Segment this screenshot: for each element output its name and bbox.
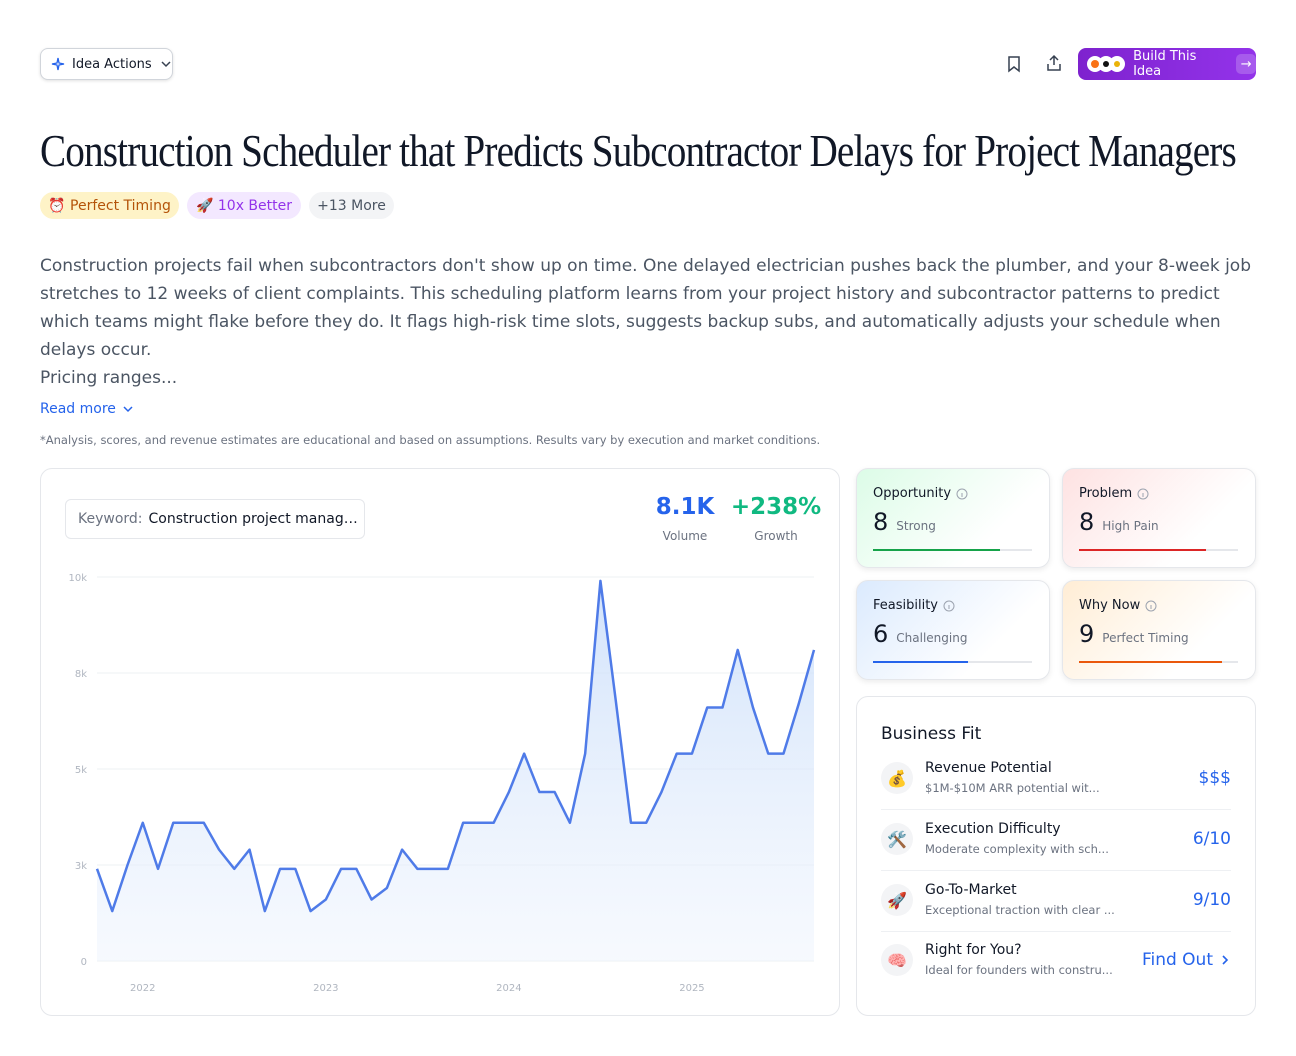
score-value: 8 (873, 508, 889, 536)
score-verdict: Strong (896, 519, 936, 533)
info-icon (956, 488, 968, 499)
stat-label: Volume (662, 529, 708, 543)
tag[interactable]: 🚀 10x Better (187, 192, 301, 219)
score-bar (1079, 661, 1223, 663)
x-tick-label: 2023 (313, 983, 338, 994)
score-card[interactable]: Feasibility 6 Challenging (856, 580, 1050, 680)
trend-chart: 0 3k 5k 8k 10k 2022 2023 2024 2025 (68, 573, 816, 994)
section-title: Business Fit (881, 724, 982, 744)
fit-title: Go-To-Market (925, 882, 1017, 898)
x-tick-label: 2025 (679, 983, 704, 994)
logo-stack (1087, 56, 1125, 72)
fit-title: Right for You? (925, 942, 1022, 958)
fit-icon: 🧠 (881, 944, 913, 976)
y-tick-label: 5k (75, 765, 87, 776)
pricing: Pricing ranges... (40, 368, 178, 388)
fit-icon: 🛠️ (881, 823, 913, 855)
disclaimer: *Analysis, scores, and revenue estimates… (40, 433, 821, 447)
button-label: Idea Actions (72, 56, 152, 72)
y-tick-label: 3k (75, 861, 87, 872)
fit-title: Execution Difficulty (925, 821, 1061, 837)
link-label: Read more (40, 401, 116, 417)
idea-actions-button[interactable]: Idea Actions (40, 48, 173, 80)
chevron (123, 406, 133, 413)
fit-desc: Exceptional traction with clear ... (925, 903, 1115, 917)
area (97, 580, 814, 961)
separator (881, 870, 1231, 871)
fit-value-wrap: Find Out (1093, 950, 1231, 970)
keyword-value: Construction project manag… (148, 511, 358, 527)
fit-row[interactable]: 🚀 Go-To-Market Exceptional traction with… (881, 882, 1231, 940)
fit-row[interactable]: 💰 Revenue Potential $1M-$10M ARR potenti… (881, 760, 1231, 818)
score-card[interactable]: Problem 8 High Pain (1062, 468, 1256, 568)
fit-icon: 💰 (881, 762, 913, 794)
chevron (161, 61, 171, 68)
y-tick-label: 8k (75, 669, 87, 680)
chart-card (40, 468, 840, 1016)
fit-title: Revenue Potential (925, 760, 1052, 776)
score-bar (1079, 549, 1207, 551)
score-verdict: High Pain (1102, 519, 1159, 533)
score-bar (873, 549, 1001, 551)
score-value: 6 (873, 620, 889, 648)
fit-value: Find Out (1141, 950, 1213, 970)
score-card[interactable]: Opportunity 8 Strong (856, 468, 1050, 568)
bookmark-icon[interactable] (1005, 55, 1023, 73)
score-bar (873, 661, 969, 663)
stat-label: Growth (754, 529, 798, 543)
score-label: Opportunity (873, 486, 952, 501)
score-label: Why Now (1079, 598, 1141, 613)
separator (881, 809, 1231, 810)
fit-value: 9/10 (1192, 890, 1231, 910)
score-verdict: Perfect Timing (1102, 631, 1189, 645)
stat-value: +238% (730, 494, 822, 520)
x-tick-label: 2022 (130, 983, 155, 994)
fit-value-wrap: 6/10 (1111, 829, 1231, 849)
fit-desc: Ideal for founders with constru... (925, 963, 1113, 977)
fit-desc: $1M-$10M ARR potential wit... (925, 781, 1100, 795)
info-icon (1137, 488, 1149, 499)
x-tick-label: 2024 (496, 983, 521, 994)
score-card[interactable]: Why Now 9 Perfect Timing (1062, 580, 1256, 680)
page-title: Construction Scheduler that Predicts Sub… (40, 125, 1237, 176)
score-label: Problem (1079, 486, 1133, 501)
button-label: Build This Idea (1133, 49, 1197, 79)
separator (881, 931, 1231, 932)
fit-value: $$$ (1198, 768, 1231, 788)
line (95, 579, 816, 913)
stat-value: 8.1K (655, 494, 715, 520)
read-more[interactable]: Read more (40, 401, 134, 417)
tag[interactable]: ⏰ Perfect Timing (40, 192, 179, 219)
fit-desc: Moderate complexity with sch... (925, 842, 1109, 856)
fit-row[interactable]: 🛠️ Execution Difficulty Moderate complex… (881, 821, 1231, 879)
sparkle-icon (51, 57, 65, 71)
business-fit-card (856, 696, 1256, 1016)
tag[interactable]: +13 More (309, 192, 394, 219)
fit-row[interactable]: 🧠 Right for You? Ideal for founders with… (881, 942, 1231, 1000)
info-icon (1145, 600, 1157, 611)
score-value: 8 (1079, 508, 1095, 536)
fit-icon: 🚀 (881, 884, 913, 916)
fit-value-wrap: 9/10 (1111, 890, 1231, 910)
keyword-label: Keyword: (78, 511, 143, 527)
fit-value-wrap: $$$ (1111, 768, 1231, 788)
score-verdict: Challenging (896, 631, 968, 645)
y-tick-label: 0 (81, 957, 87, 968)
share-icon[interactable] (1045, 54, 1063, 72)
y-tick-label: 10k (68, 573, 87, 584)
description: Construction projects fail when subcontr… (40, 256, 1251, 360)
arrow-icon: → (1236, 54, 1256, 74)
score-label: Feasibility (873, 598, 938, 613)
fit-value: 6/10 (1192, 829, 1231, 849)
chevron (1222, 955, 1229, 965)
keyword-select[interactable]: Keyword: Construction project manag… (65, 499, 365, 539)
score-value: 9 (1079, 620, 1095, 648)
info-icon (943, 600, 955, 611)
build-button[interactable]: Build This Idea → (1078, 48, 1256, 80)
